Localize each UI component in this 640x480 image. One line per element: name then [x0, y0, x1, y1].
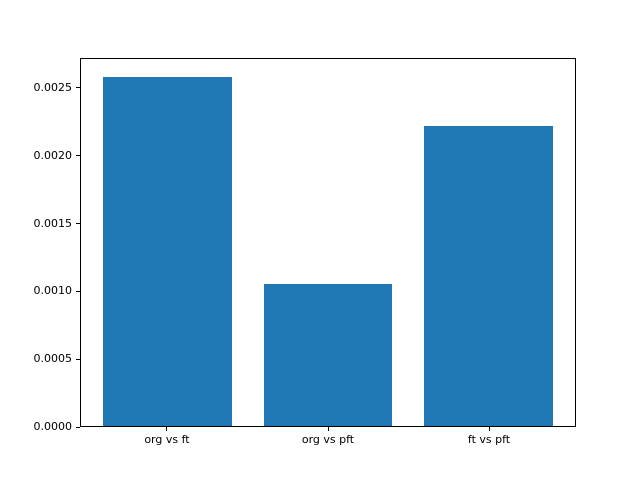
- y-tick-mark: [76, 290, 80, 292]
- y-tick-label: 0.0010: [33, 284, 73, 298]
- x-tick-mark: [166, 427, 168, 431]
- x-tick-label-org-vs-pft: org vs pft: [301, 433, 355, 446]
- y-tick-label: 0.0000: [33, 420, 73, 433]
- y-tick-mark: [76, 223, 80, 224]
- y-tick-mark: [76, 155, 80, 157]
- x-tick-mark: [327, 427, 329, 431]
- x-tick-label-ft-vs-pft: ft vs pft: [467, 433, 511, 446]
- bar-org-vs-ft: [103, 76, 232, 426]
- y-tick-mark: [76, 426, 80, 428]
- y-tick-mark: [76, 87, 80, 89]
- bar-ft-vs-pft: [424, 126, 553, 426]
- y-tick-label: 0.0015: [33, 216, 73, 230]
- y-tick-mark: [76, 358, 80, 360]
- x-tick-mark: [488, 427, 490, 431]
- bar-org-vs-pft: [263, 284, 393, 426]
- plot-area: [80, 58, 576, 427]
- x-tick-label-org-vs-ft: org vs ft: [144, 433, 190, 446]
- y-tick-label: 0.0020: [33, 148, 73, 162]
- y-tick-label: 0.0025: [33, 80, 73, 94]
- y-tick-label: 0.0005: [33, 352, 73, 366]
